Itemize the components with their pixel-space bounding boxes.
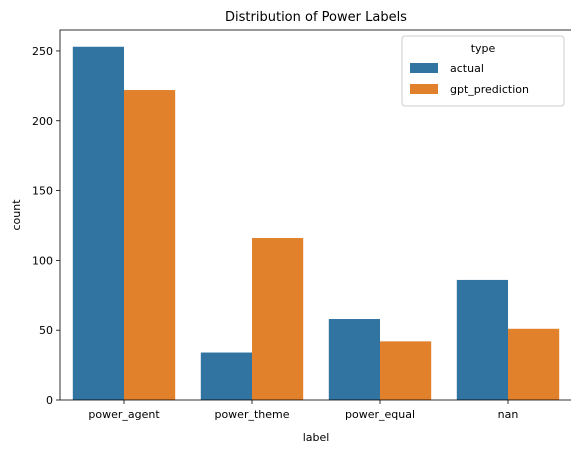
legend-label-gpt_prediction: gpt_prediction xyxy=(450,83,529,96)
bar-gpt_prediction-power_agent xyxy=(124,90,175,400)
x-axis: power_agent power_theme power_equal nan xyxy=(88,400,518,421)
y-axis-label: count xyxy=(10,199,23,231)
bar-actual-nan xyxy=(457,280,508,400)
bar-actual-power_theme xyxy=(201,353,252,400)
x-tick-label: power_agent xyxy=(88,408,160,421)
x-tick-label: power_equal xyxy=(345,408,415,421)
x-tick-label: power_theme xyxy=(214,408,289,421)
bar-gpt_prediction-power_equal xyxy=(380,341,431,400)
chart-title: Distribution of Power Labels xyxy=(225,10,407,25)
y-tick-label: 100 xyxy=(32,254,53,267)
legend-title: type xyxy=(471,42,496,55)
legend-label-actual: actual xyxy=(450,62,484,75)
y-axis: 0 50 100 150 200 250 xyxy=(32,45,60,407)
y-tick-label: 0 xyxy=(46,394,53,407)
y-tick-label: 150 xyxy=(32,185,53,198)
legend-swatch-gpt_prediction xyxy=(410,84,438,94)
x-axis-label: label xyxy=(303,431,330,444)
legend: type actual gpt_prediction xyxy=(402,36,564,106)
bar-gpt_prediction-nan xyxy=(508,329,559,400)
bar-actual-power_equal xyxy=(329,319,380,400)
y-tick-label: 250 xyxy=(32,45,53,58)
bar-gpt_prediction-power_theme xyxy=(252,238,303,400)
y-tick-label: 50 xyxy=(39,324,53,337)
x-tick-label: nan xyxy=(498,408,519,421)
y-tick-label: 200 xyxy=(32,115,53,128)
bar-actual-power_agent xyxy=(73,47,124,400)
legend-swatch-actual xyxy=(410,63,438,73)
